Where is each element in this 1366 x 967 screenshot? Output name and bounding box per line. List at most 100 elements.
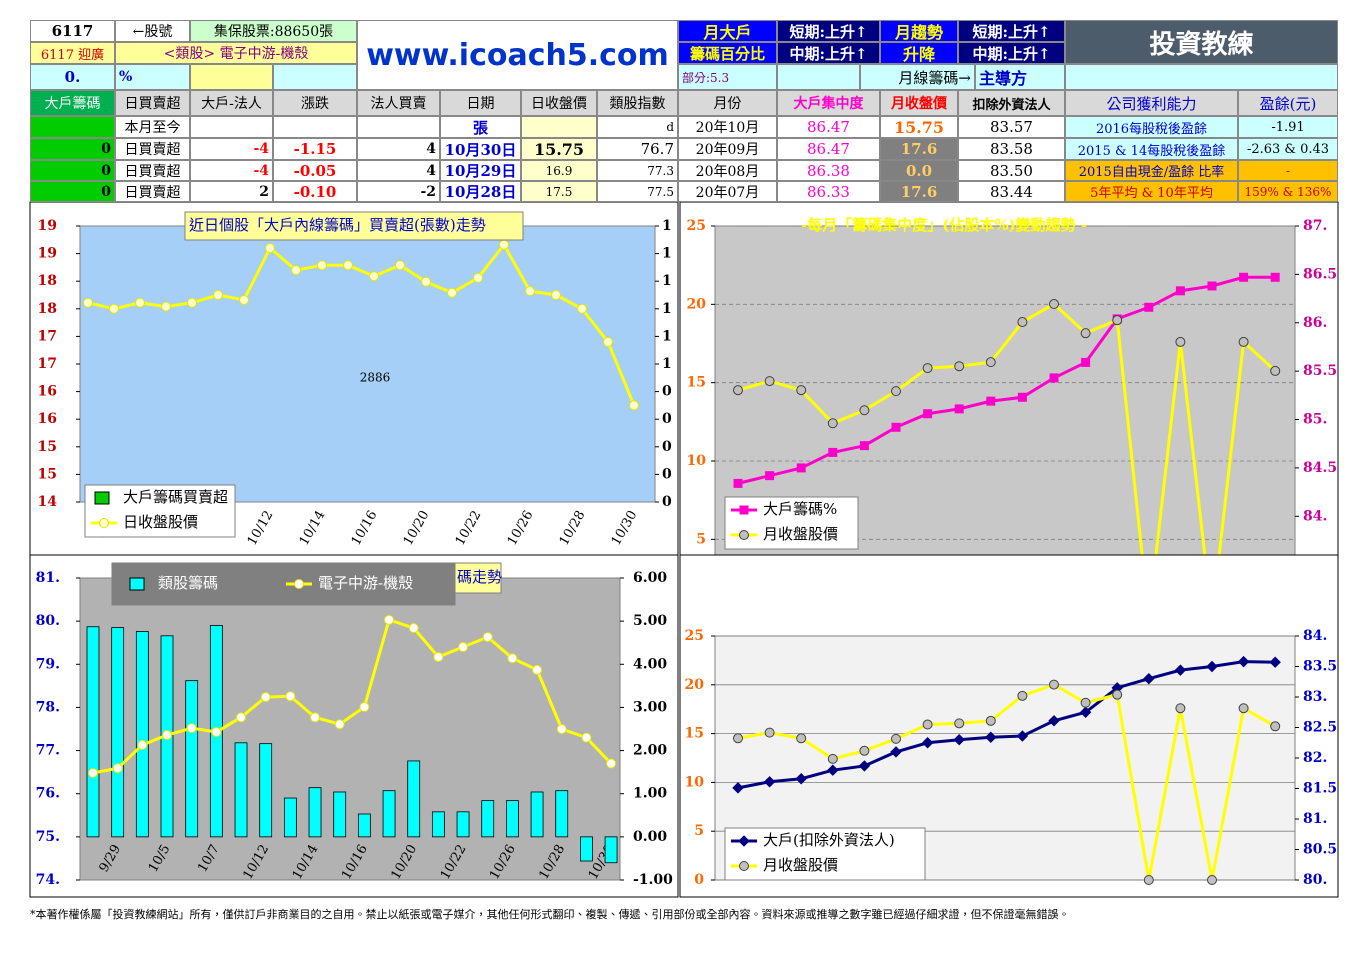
tick-label: 1 — [662, 301, 672, 317]
legend-marker — [739, 861, 749, 871]
plot — [733, 272, 1281, 555]
header-cell — [273, 64, 357, 90]
bar — [481, 800, 495, 838]
legend-marker — [739, 505, 749, 515]
column-header: 大戶集中度 — [777, 90, 880, 116]
header-cell: 月趨勢 — [880, 20, 958, 42]
header-cell — [190, 64, 273, 90]
column-header: 扣除外資法人 — [958, 90, 1065, 116]
point — [291, 265, 301, 276]
header-cell: 短期:上升↑ — [777, 20, 880, 42]
table-cell: 10月29日 — [440, 160, 521, 181]
point — [1207, 281, 1217, 291]
legend-label: 大戶籌碼% — [763, 500, 837, 518]
point — [1238, 336, 1249, 347]
point — [923, 409, 933, 419]
point — [921, 737, 934, 749]
tick-label: 18 — [38, 273, 57, 289]
point — [187, 297, 197, 308]
point — [310, 712, 321, 723]
header-cell: 0. — [30, 64, 115, 90]
tick-label: 78. — [36, 699, 60, 715]
tick-label: 15 — [38, 439, 57, 455]
tick-label: 3.00 — [633, 699, 667, 715]
legend-swatch — [94, 491, 110, 505]
line — [737, 682, 1276, 881]
point — [1016, 730, 1029, 742]
point — [408, 623, 419, 634]
tick-label: 0 — [662, 494, 672, 510]
tick-label: 6.00 — [633, 570, 667, 586]
tick-label: 19 — [38, 218, 57, 234]
point — [433, 651, 444, 662]
point — [1017, 690, 1028, 701]
chart: 25201510587.86.586.85.585.84.584.19年05月1… — [679, 201, 1339, 624]
table-cell: -2 — [357, 181, 440, 202]
bar — [580, 836, 593, 862]
table-cell: 4 — [357, 160, 440, 181]
tick-label: 80. — [1303, 872, 1327, 888]
bar — [530, 791, 544, 838]
tick-label: 75. — [36, 829, 60, 845]
point — [891, 386, 901, 397]
point — [1270, 365, 1281, 376]
table-cell: -4 — [190, 160, 273, 181]
bar — [283, 797, 297, 838]
point — [603, 336, 613, 347]
tick-label: 84. — [1303, 508, 1327, 524]
table-cell: 0 — [30, 181, 115, 202]
point — [260, 692, 271, 703]
tick-label: 82. — [1303, 750, 1327, 766]
bar — [505, 800, 519, 838]
column-header: 月份 — [678, 90, 777, 116]
bar — [308, 787, 322, 838]
point — [213, 290, 223, 300]
table-cell: 0.0 — [880, 160, 958, 181]
chart: 81. 80. 79. 78. 77. 76. 75. 74. 6.00 5.00 4.00 3.00… — [29, 554, 679, 898]
header-cell: ←股號 — [115, 20, 190, 42]
point — [343, 260, 353, 271]
point — [162, 730, 173, 741]
point — [828, 447, 838, 457]
table-cell: 86.33 — [777, 181, 880, 202]
point — [581, 732, 592, 743]
table-cell: -0.05 — [273, 160, 357, 181]
tick-label: 0.00 — [633, 829, 667, 845]
table-cell: 20年07月 — [678, 181, 777, 202]
point — [239, 294, 249, 305]
tick-label: 1 — [662, 328, 672, 344]
header-cell: 集保股票:88650張 — [190, 20, 357, 42]
point — [796, 733, 807, 744]
table-cell — [521, 116, 597, 138]
legend-box — [111, 562, 456, 606]
table-cell: 86.47 — [777, 138, 880, 160]
tick-label: 18 — [38, 301, 57, 317]
tick-label: 19 — [38, 246, 57, 262]
tick-label: 80.5 — [1303, 842, 1337, 858]
point — [1175, 286, 1185, 296]
point — [236, 712, 247, 723]
point — [447, 287, 457, 298]
chart: 25 20 15 10 5 0 84. 83.5 83. 82.5 82. 81.5 81. 80.5 80… — [679, 554, 1339, 898]
tick-label: 86. — [1303, 315, 1327, 331]
point — [1237, 655, 1250, 668]
bar — [86, 626, 100, 838]
tick-label: 81.5 — [1303, 781, 1337, 797]
tick-label: -1.00 — [633, 872, 673, 888]
table-cell: 16.9 — [521, 160, 597, 181]
legend-label: 大戶(扣除外資法人) — [763, 831, 895, 849]
point — [1143, 672, 1155, 685]
point — [1080, 328, 1091, 339]
table-cell: 15.75 — [521, 138, 597, 160]
table-cell: 日買賣超 — [115, 138, 190, 160]
column-header: 類股指數 — [597, 90, 678, 116]
point — [954, 718, 965, 729]
point — [1270, 272, 1280, 282]
tick-label: 85.5 — [1303, 363, 1337, 379]
table-cell: 86.47 — [777, 116, 880, 138]
tick-label: 16 — [38, 411, 57, 427]
tick-label: 25 — [685, 628, 704, 644]
line — [737, 275, 1276, 485]
